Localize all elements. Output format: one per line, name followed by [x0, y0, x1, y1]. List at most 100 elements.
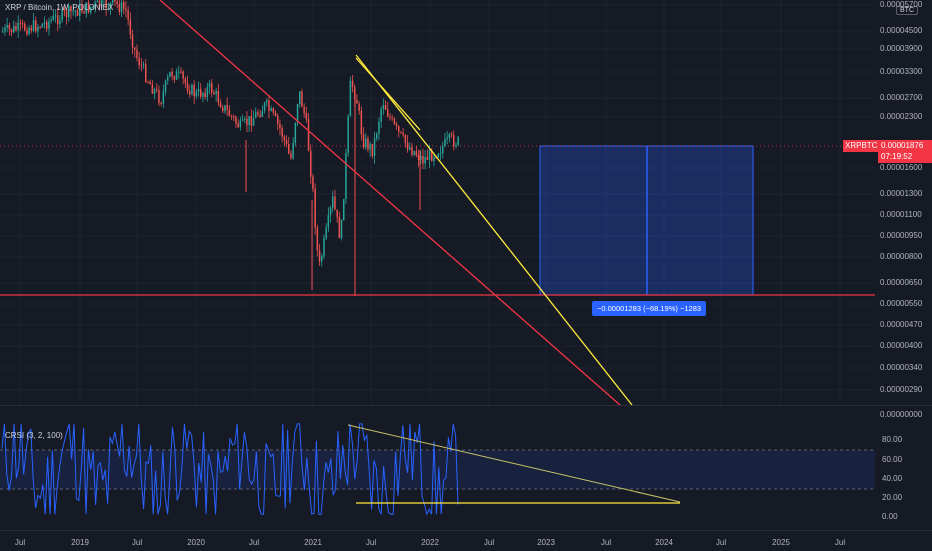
candle — [24, 21, 26, 32]
pane-separator[interactable] — [0, 405, 932, 406]
y-axis-label: 0.00003900 — [880, 44, 923, 53]
candle — [420, 150, 422, 165]
time-axis[interactable] — [0, 530, 932, 551]
candle — [8, 22, 11, 36]
time-axis-label: 2022 — [421, 538, 439, 547]
crsi-chart[interactable] — [0, 405, 932, 530]
candle — [184, 76, 187, 89]
candle — [296, 103, 299, 127]
candle — [35, 16, 37, 34]
candle — [318, 243, 321, 266]
candle — [279, 119, 281, 136]
candle — [391, 114, 393, 121]
downtrend-line-yellow — [355, 54, 633, 405]
candle — [345, 148, 347, 204]
candle — [186, 75, 189, 95]
candle — [87, 0, 90, 14]
y-axis-label: 0.00000340 — [880, 363, 923, 372]
chart-legend[interactable]: XRP / Bitcoin, 1W, POLONIEX — [5, 3, 114, 12]
candle — [270, 105, 272, 112]
candle — [417, 149, 420, 167]
candle — [228, 105, 231, 117]
indicator-legend[interactable]: CRSI (3, 2, 100) — [5, 431, 63, 440]
candle — [10, 28, 13, 37]
candle — [26, 26, 28, 37]
candle — [134, 46, 136, 58]
candle — [72, 3, 74, 16]
candle — [255, 107, 257, 119]
candle — [305, 106, 308, 123]
candle — [140, 58, 143, 72]
candle — [147, 80, 149, 84]
candle — [127, 6, 129, 26]
candle — [277, 113, 279, 131]
candle — [301, 88, 303, 108]
candle — [226, 97, 228, 117]
indicator-axis-label: 20.00 — [882, 493, 903, 502]
grid — [0, 0, 875, 405]
time-axis-label: Jul — [715, 538, 727, 547]
candle — [373, 131, 376, 164]
time-axis-label: 2025 — [772, 538, 790, 547]
candle — [138, 51, 140, 70]
candle — [90, 6, 92, 15]
candle — [32, 12, 35, 33]
candle — [79, 0, 81, 22]
time-axis-label: Jul — [834, 538, 846, 547]
candle — [281, 125, 283, 143]
candle — [43, 16, 46, 29]
candle — [360, 106, 363, 141]
candle — [336, 209, 338, 223]
candle — [145, 59, 147, 84]
candle — [169, 71, 171, 78]
y-axis-label: 0.00004500 — [880, 26, 923, 35]
candle — [415, 145, 418, 158]
candle — [206, 82, 209, 102]
candle — [13, 20, 15, 34]
candle — [215, 87, 217, 102]
candle — [448, 132, 451, 143]
candle — [299, 91, 301, 108]
price-pane[interactable]: XRP / Bitcoin, 1W, POLONIEX BTC XRPBTC 0… — [0, 0, 932, 405]
candle — [107, 2, 110, 11]
candle — [310, 144, 312, 184]
candle — [241, 114, 244, 122]
indicator-axis-label: 0.00 — [882, 512, 898, 521]
candle — [76, 8, 79, 17]
candle — [189, 84, 191, 98]
candle — [224, 104, 226, 114]
candle — [329, 205, 332, 223]
candle — [160, 101, 162, 107]
candle — [450, 131, 453, 139]
candle — [400, 131, 402, 135]
candle — [457, 135, 459, 147]
candle — [195, 88, 198, 99]
candle — [142, 61, 145, 70]
candle — [409, 141, 411, 151]
candle — [439, 146, 442, 161]
candle — [288, 137, 290, 155]
time-axis-label: 2023 — [537, 538, 555, 547]
candle — [442, 141, 444, 159]
candle — [193, 80, 195, 105]
candle — [164, 79, 167, 96]
candle — [182, 69, 184, 85]
candle — [175, 68, 178, 81]
candle — [162, 84, 165, 109]
candle — [314, 183, 316, 235]
indicator-pane[interactable] — [0, 405, 932, 530]
currency-button[interactable]: BTC — [896, 6, 918, 15]
candle — [85, 2, 88, 18]
candle — [362, 127, 365, 150]
candle — [48, 17, 50, 36]
candle — [290, 150, 292, 160]
price-chart[interactable] — [0, 0, 932, 405]
candle — [283, 134, 286, 147]
candle — [54, 9, 57, 23]
candle — [112, 0, 114, 5]
candle — [316, 224, 319, 257]
candle — [92, 5, 94, 10]
measure-label: −0.00001283 (−68.19%) −1283 — [592, 301, 707, 316]
candle — [178, 65, 180, 79]
candle — [312, 174, 314, 192]
